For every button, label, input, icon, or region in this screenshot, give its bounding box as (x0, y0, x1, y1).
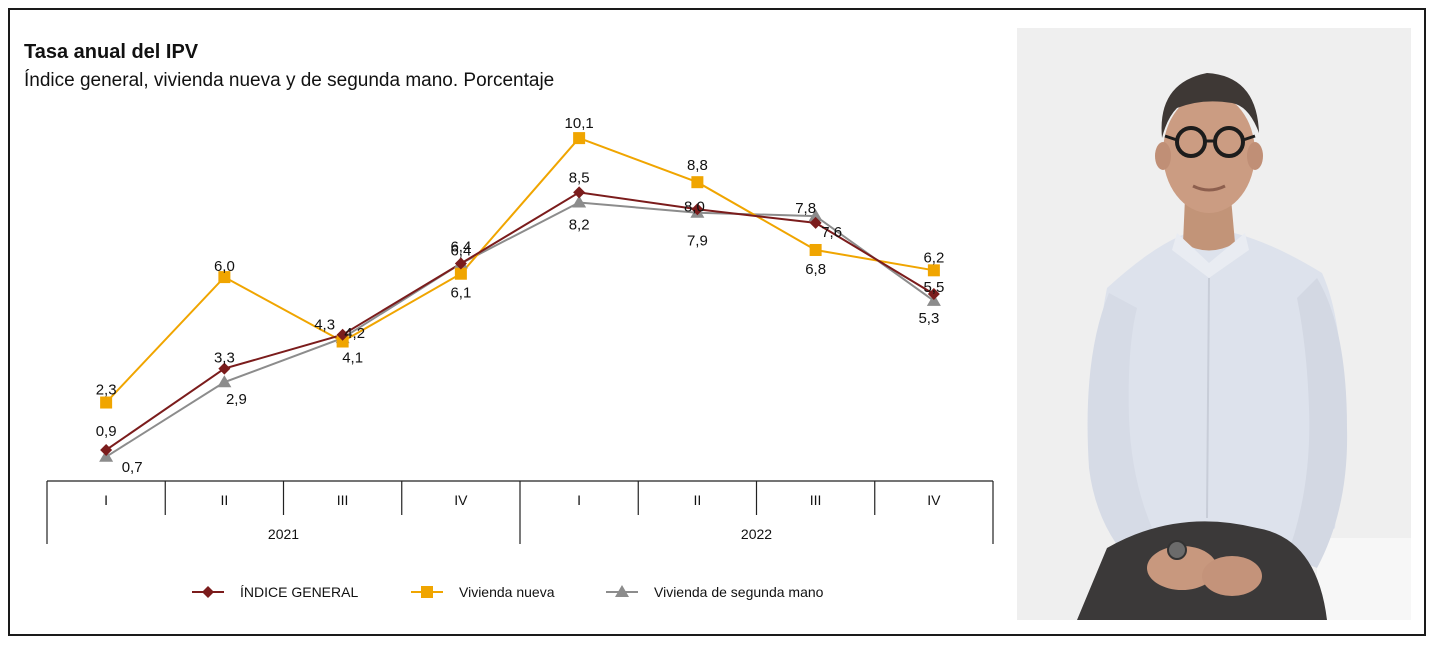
data-point (336, 328, 349, 341)
x-tick-label: III (810, 492, 822, 508)
watch-icon (1167, 540, 1187, 560)
legend-label: Vivienda de segunda mano (654, 584, 824, 600)
x-tick-label: II (220, 492, 228, 508)
data-label: 4,3 (314, 317, 335, 334)
x-tick-label: III (337, 492, 349, 508)
data-label: 8,8 (687, 157, 708, 174)
data-point (691, 203, 704, 216)
data-label: 8,5 (569, 169, 590, 186)
data-point (100, 443, 113, 456)
data-label: 6,4 (450, 243, 471, 260)
glasses-icon (1164, 126, 1256, 158)
data-point (927, 288, 940, 301)
neck (1183, 198, 1235, 251)
data-label: 3,3 (214, 350, 235, 367)
data-point (927, 264, 940, 277)
data-label: 6,8 (805, 261, 826, 278)
data-point (218, 271, 231, 284)
legend: ÍNDICE GENERAL Vivienda nueva Vivienda de … (192, 584, 824, 600)
hand (1147, 546, 1217, 590)
data-point (691, 176, 704, 189)
data-label: 7,8 (795, 200, 816, 217)
series-lines (105, 136, 935, 458)
data-label: 7,9 (687, 233, 708, 250)
x-tick-label: I (577, 492, 581, 508)
legend-label: Vivienda nueva (459, 584, 555, 600)
x-tick-label: IV (927, 492, 941, 508)
series-line (105, 191, 935, 451)
data-labels: 0,9 3,3 4,3 6,4 8,5 8,0 7,6 5,5 2,3 6,0 4,1 6,1 10,1… (96, 115, 945, 476)
data-label: 10,1 (565, 115, 594, 132)
mouth (1192, 184, 1226, 192)
legend-marker (202, 586, 214, 598)
shirt-placket (1206, 277, 1210, 519)
hair (1161, 73, 1259, 138)
data-label: 4,2 (344, 325, 365, 342)
data-label: 0,9 (96, 423, 117, 440)
legend-marker (615, 585, 629, 597)
right-arm (1287, 278, 1348, 568)
data-label: 8,2 (569, 217, 590, 234)
data-label: 0,7 (122, 459, 143, 476)
data-point (454, 267, 467, 280)
ear (1155, 142, 1171, 170)
data-point (573, 186, 586, 199)
portrait-photo (1017, 28, 1411, 620)
data-label: 7,6 (821, 224, 842, 241)
chart-title: Tasa anual del IPV (24, 41, 199, 63)
chart-subtitle: Índice general, vivienda nueva y de segu… (24, 70, 555, 91)
data-label: 2,3 (96, 382, 117, 399)
photo-table (1317, 538, 1411, 620)
data-point (808, 209, 823, 222)
data-point (454, 257, 467, 270)
legend-marker (421, 586, 433, 598)
ear (1247, 142, 1263, 170)
x-group-label: 2022 (741, 526, 772, 542)
collar (1172, 233, 1249, 278)
series-markers (99, 132, 941, 462)
x-group-label: 2021 (268, 526, 299, 542)
data-label: 5,5 (923, 279, 944, 296)
face (1163, 93, 1255, 213)
data-point (218, 362, 231, 375)
data-label: 8,0 (684, 198, 705, 215)
data-label: 5,3 (918, 310, 939, 327)
x-tick-label: IV (454, 492, 468, 508)
data-point (573, 132, 586, 145)
series-line (105, 136, 935, 404)
series-line (105, 201, 935, 458)
data-point (809, 216, 822, 229)
left-arm (1087, 293, 1167, 573)
hand (1202, 556, 1262, 596)
data-point (100, 396, 113, 409)
x-tick-label: II (693, 492, 701, 508)
data-point (572, 195, 587, 208)
data-label: 6,0 (214, 258, 235, 275)
data-point (217, 375, 232, 388)
data-point (336, 335, 349, 348)
data-label: 6,1 (450, 285, 471, 302)
data-label: 2,9 (226, 391, 247, 408)
x-tick-label: I (104, 492, 108, 508)
data-label: 6,2 (923, 249, 944, 266)
data-point (809, 243, 822, 256)
data-label: 4,1 (342, 350, 363, 367)
data-label: 6,4 (450, 239, 471, 256)
legend-label: ÍNDICE GENERAL (240, 584, 358, 600)
shirt (1095, 228, 1343, 588)
